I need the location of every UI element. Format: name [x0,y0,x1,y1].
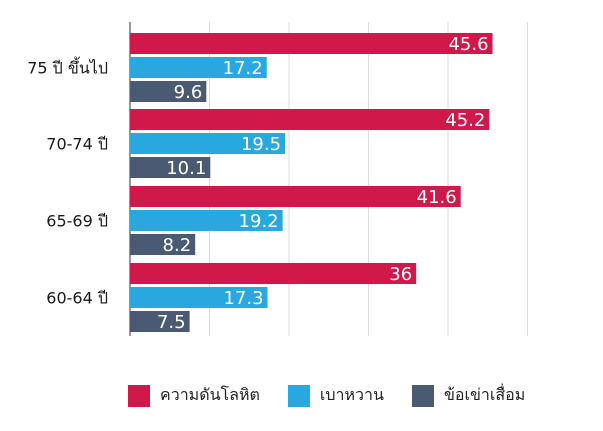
legend-item-hypertension: ความดันโลหิต [128,383,260,408]
category-label: 75 ปี ขึ้นไป [27,57,108,78]
bar-value-label: 17.2 [223,58,263,79]
bar-value-label: 9.6 [174,82,203,103]
bar-value-label: 19.5 [241,134,281,155]
legend-item-knee-osteoarthritis: ข้อเข่าเสื่อม [411,383,526,408]
bar [130,186,461,207]
bar-value-label: 17.3 [223,288,263,309]
bar [130,57,267,78]
bar [130,263,417,284]
bar-value-label: 36 [389,264,412,285]
bar [130,109,490,130]
bar [130,33,493,54]
category-label: 65-69 ปี [46,212,108,231]
bar [130,81,207,102]
legend-item-diabetes: เบาหวาน [287,383,384,408]
bar [130,210,283,231]
bar-value-label: 7.5 [157,312,186,333]
bar [130,234,196,255]
category-label: 70-74 ปี [46,135,108,154]
bar [130,157,211,178]
bar [130,133,286,154]
bar-value-label: 8.2 [163,235,192,256]
legend-label-diabetes: เบาหวาน [319,385,384,404]
bar-value-label: 45.6 [448,34,488,55]
bar [130,287,268,308]
bar-value-label: 41.6 [417,187,457,208]
legend-swatch-diabetes [287,384,310,407]
legend-swatch-knee-osteoarthritis [411,384,434,407]
category-label: 60-64 ปี [46,289,108,308]
legend: ความดันโลหิต เบาหวาน ข้อเข่าเสื่อม [128,383,553,408]
bar-value-label: 45.2 [445,110,485,131]
bar-value-label: 10.1 [166,158,206,179]
legend-label-knee-osteoarthritis: ข้อเข่าเสื่อม [443,385,526,404]
bar-value-label: 19.2 [239,211,279,232]
legend-label-hypertension: ความดันโลหิต [160,385,260,404]
bar [130,311,190,332]
legend-swatch-hypertension [128,384,150,407]
